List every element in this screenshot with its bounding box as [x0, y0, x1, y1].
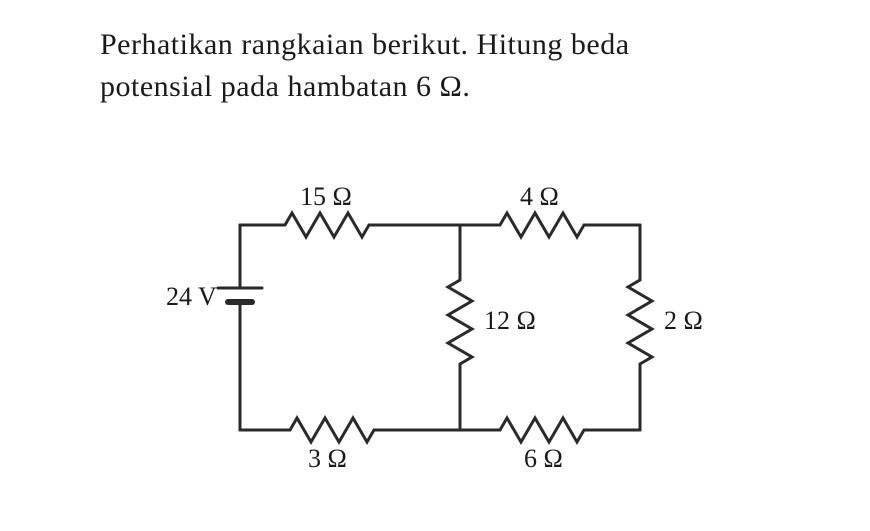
- resistor-15-label: 15 Ω: [300, 182, 352, 212]
- resistor-12-label: 12 Ω: [484, 306, 536, 336]
- circuit-diagram: [0, 0, 870, 531]
- resistor-2-label: 2 Ω: [664, 306, 703, 336]
- resistor-4-label: 4 Ω: [520, 182, 559, 212]
- voltage-source-label: 24 V: [166, 282, 217, 312]
- resistor-3-label: 3 Ω: [308, 444, 347, 474]
- resistor-6-label: 6 Ω: [524, 444, 563, 474]
